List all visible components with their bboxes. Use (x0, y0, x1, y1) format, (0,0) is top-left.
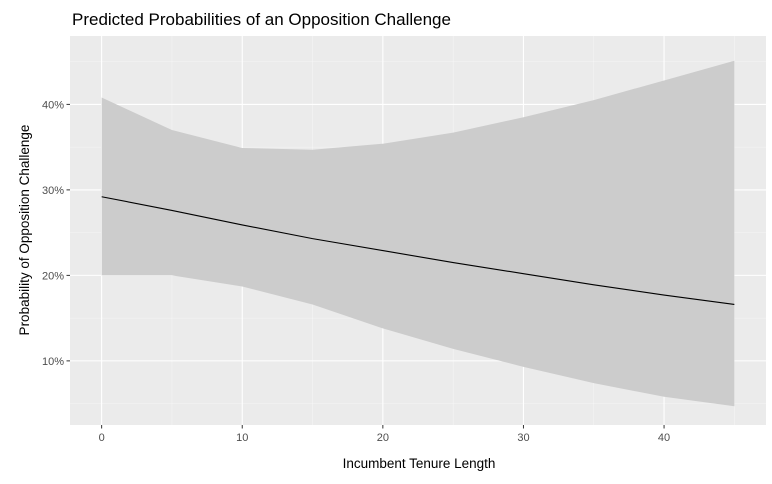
x-tick-label: 30 (517, 432, 529, 444)
x-tick-label: 20 (377, 432, 389, 444)
x-axis-ticks: 0 10 20 30 40 (99, 425, 670, 444)
y-tick-label: 40% (42, 99, 64, 111)
x-tick-label: 40 (658, 432, 670, 444)
chart-title: Predicted Probabilities of an Opposition… (72, 10, 451, 29)
y-axis-title: Probability of Opposition Challenge (17, 125, 32, 336)
confidence-band (101, 60, 735, 407)
x-tick-label: 10 (236, 432, 248, 444)
x-tick-label: 0 (99, 432, 105, 444)
y-tick-label: 10% (42, 356, 64, 368)
y-tick-label: 20% (42, 270, 64, 282)
y-tick-label: 30% (42, 185, 64, 197)
y-axis-ticks: 10% 20% 30% 40% (42, 99, 70, 368)
predicted-probability-line (101, 196, 735, 305)
x-axis-title: Incumbent Tenure Length (343, 456, 496, 471)
